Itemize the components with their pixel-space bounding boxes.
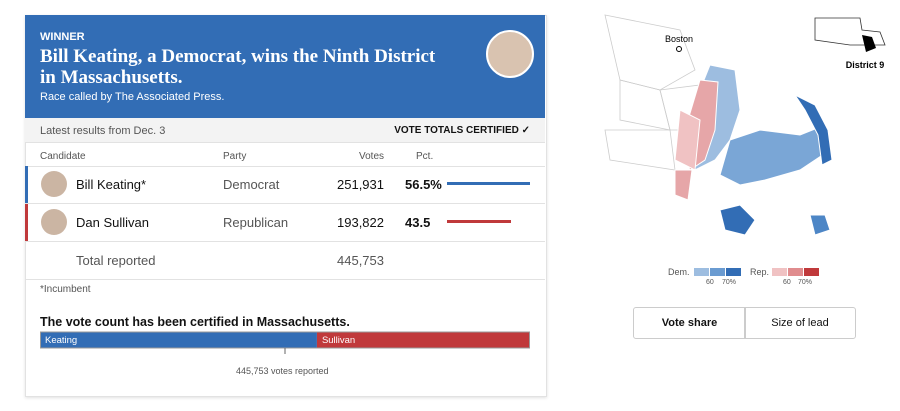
total-votes: 445,753 [337, 253, 384, 268]
pct: 56.5% [405, 177, 442, 192]
col: Candidate [40, 151, 86, 162]
swatch [694, 268, 709, 276]
legend-high: 70% [798, 279, 813, 286]
candidate-name: Bill Keating* [76, 177, 147, 192]
status-bar: Latest results from Dec. 3 VOTE TOTALS C… [25, 118, 545, 143]
swatch [772, 268, 787, 276]
column-header: Candidate Party Votes Pct. [25, 142, 545, 167]
legend-rep: Rep. [750, 267, 770, 277]
legend-low: 60 [706, 279, 714, 286]
total-row: Total reported 445,753 [25, 241, 545, 280]
district-label: District 9 [846, 60, 885, 70]
party: Democrat [223, 177, 280, 192]
certified: VOTE TOTALS CERTIFIED ✓ [394, 125, 530, 136]
votes: 193,822 [337, 215, 384, 230]
votes: 251,931 [337, 177, 384, 192]
footnote: *Incumbent [40, 284, 91, 295]
pct: 43.5 [405, 215, 431, 230]
candidate-row: Bill Keating* Democrat 251,931 56.5% [25, 166, 545, 204]
segment-label: Sullivan [322, 335, 355, 346]
legend-low: 60 [783, 279, 791, 286]
vote-segment [316, 332, 530, 348]
col: Party [223, 151, 247, 162]
source: Race called by The Associated Press. [40, 91, 225, 103]
candidate-row: Dan Sullivan Republican 193,822 43.5 [25, 204, 545, 242]
vote-segment [40, 332, 317, 348]
avatar [486, 30, 534, 78]
legend-dem: Dem. [668, 267, 690, 277]
col: Votes [359, 151, 385, 162]
pct-bar [447, 182, 531, 185]
swatch [726, 268, 741, 276]
avatar [41, 209, 67, 235]
party: Republican [223, 215, 289, 230]
latest: Latest results from Dec. 3 [40, 125, 166, 137]
swatch [710, 268, 725, 276]
candidate-name: Dan Sullivan [76, 215, 149, 230]
result-header: WINNER Bill Keating, a Democrat, wins th… [25, 15, 545, 118]
col: Pct. [416, 151, 434, 162]
swatch [788, 268, 803, 276]
tab[interactable]: Vote share [633, 307, 746, 339]
swatch [804, 268, 819, 276]
district-map: Boston District 9 [604, 14, 886, 236]
headline: Bill Keating, a Democrat, wins the Ninth… [40, 46, 436, 88]
tab[interactable]: Size of lead [744, 307, 856, 339]
pct-bar [447, 220, 511, 223]
summary-bar: Keating Sullivan [40, 331, 530, 354]
city-label: Boston [665, 34, 693, 44]
avatar [41, 171, 67, 197]
summary-title: The vote count has been certified in Mas… [40, 315, 350, 329]
total-label: Total reported [76, 253, 156, 268]
reported: 445,753 votes reported [236, 366, 329, 376]
segment-label: Keating [45, 335, 77, 346]
legend-high: 70% [722, 279, 737, 286]
party-stripe [25, 166, 28, 203]
party-stripe [25, 204, 28, 241]
kicker: WINNER [40, 31, 85, 43]
